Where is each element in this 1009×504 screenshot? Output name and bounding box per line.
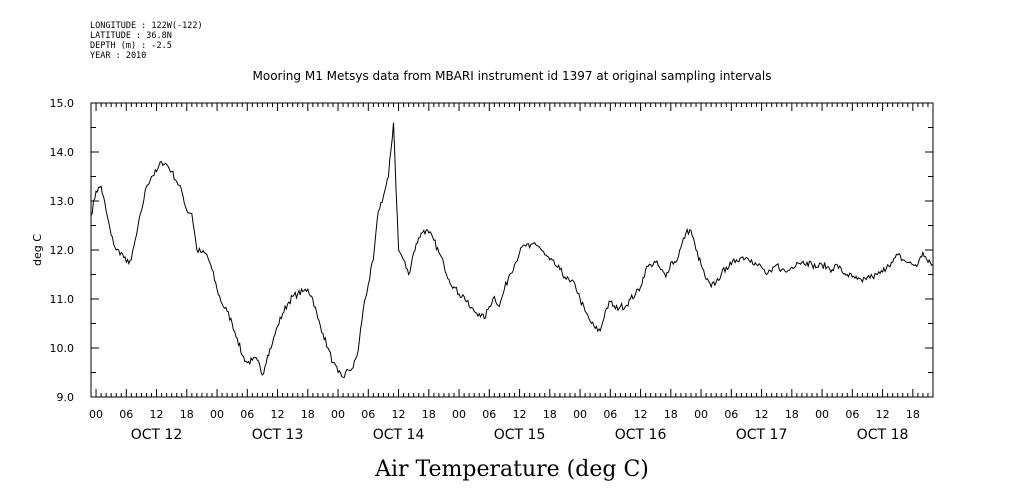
year-label: YEAR : 2010 [90,51,147,61]
x-hour-label: 06 [361,408,375,421]
y-axis-label: deg C [31,234,44,266]
x-hour-label: 00 [815,408,829,421]
x-hour-label: 00 [573,408,587,421]
y-tick-label: 10.0 [50,342,75,355]
x-hour-label: 12 [513,408,527,421]
x-hour-label: 12 [634,408,648,421]
x-hour-label: 00 [694,408,708,421]
x-hour-label: 00 [452,408,466,421]
x-hour-label: 06 [482,408,496,421]
x-hour-label: 06 [240,408,254,421]
y-tick-label: 9.0 [57,391,75,404]
y-tick-label: 11.0 [50,293,75,306]
x-hour-label: 12 [755,408,769,421]
x-hour-label: 12 [392,408,406,421]
x-hour-label: 18 [664,408,678,421]
series-line [90,122,934,378]
x-day-label: OCT 18 [857,427,909,443]
x-day-label: OCT 12 [131,427,183,443]
x-hour-label: 06 [724,408,738,421]
x-hour-label: 00 [331,408,345,421]
x-day-label: OCT 17 [736,427,788,443]
x-hour-label: 00 [210,408,224,421]
x-day-label: OCT 15 [494,427,546,443]
x-hour-label: 06 [119,408,133,421]
x-hour-label: 12 [150,408,164,421]
x-hour-label: 12 [271,408,285,421]
x-day-label: OCT 16 [615,427,667,443]
x-hour-label: 18 [785,408,799,421]
y-tick-label: 13.0 [50,195,75,208]
x-hour-label: 18 [180,408,194,421]
y-tick-label: 12.0 [50,244,75,257]
latitude-label: LATITUDE : 36.8N [90,31,172,41]
x-hour-label: 18 [422,408,436,421]
x-hour-label: 00 [89,408,103,421]
x-hour-label: 06 [603,408,617,421]
x-hour-label: 18 [543,408,557,421]
x-hour-label: 12 [876,408,890,421]
x-hour-label: 18 [906,408,920,421]
y-tick-label: 14.0 [50,146,75,159]
chart-title: Mooring M1 Metsys data from MBARI instru… [253,69,772,83]
x-day-label: OCT 13 [252,427,304,443]
x-axis-title: Air Temperature (deg C) [374,457,649,482]
x-hour-label: 18 [301,408,315,421]
x-hour-label: 06 [845,408,859,421]
metadata-block: LONGITUDE : 122W(-122) LATITUDE : 36.8N … [90,21,203,61]
y-axis: 9.0 10.0 11.0 12.0 13.0 14.0 15.0 [50,97,933,404]
plot-frame [90,102,934,398]
longitude-label: LONGITUDE : 122W(-122) [90,21,203,31]
x-day-label: OCT 14 [373,427,425,443]
x-axis: 00 06 12 18 OCT 12 00 06 12 18 OCT 13 00 06 12 18 OCT … [89,103,934,443]
depth-label: DEPTH (m) : -2.5 [90,41,172,51]
y-tick-label: 15.0 [50,97,75,110]
